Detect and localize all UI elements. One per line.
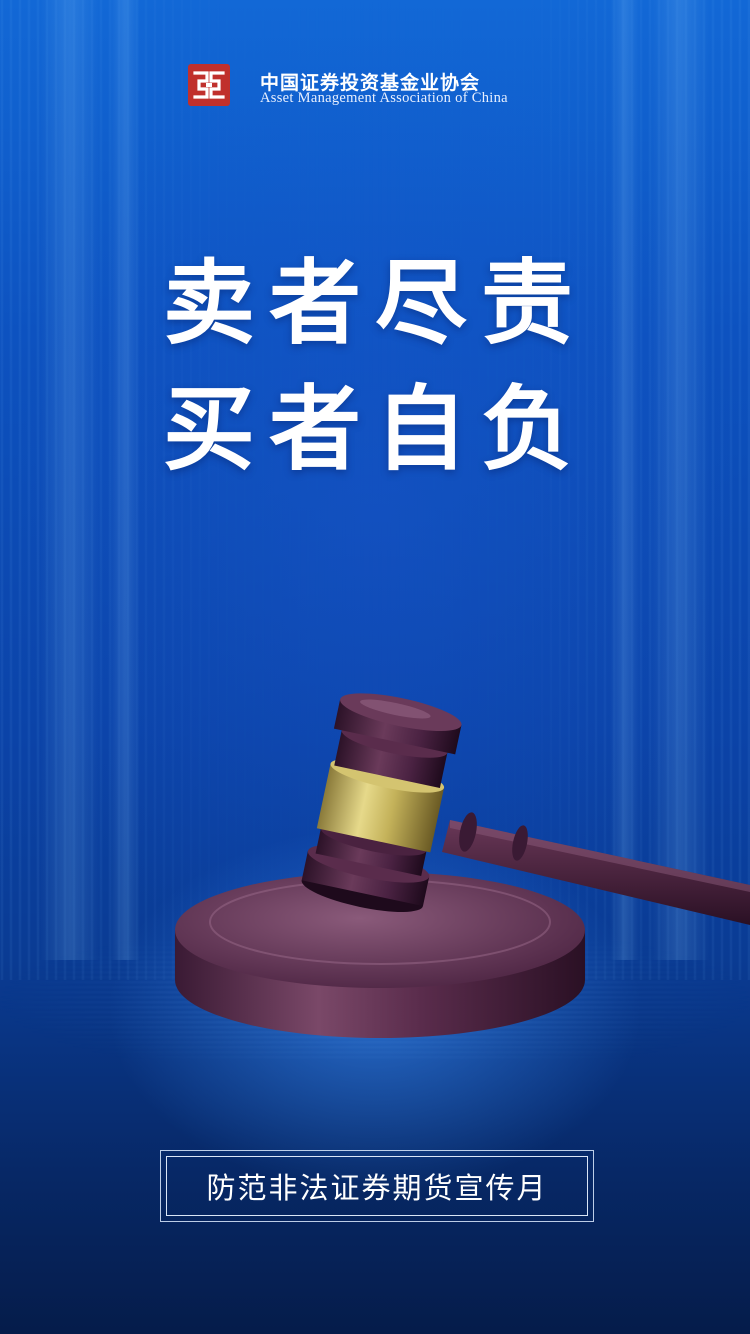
headline-line-1: 卖者尽责 [162, 250, 587, 357]
headline-line-2: 买者自负 [162, 376, 587, 483]
org-name-chinese: 中国证券投资基金业协会 [260, 72, 481, 94]
header: 中国证券投资基金业协会 Asset Management Association… [188, 64, 568, 108]
campaign-banner: 防范非法证券期货宣传月 [160, 1150, 594, 1222]
background-glow-left [40, 0, 100, 960]
amac-seal-logo-icon [188, 64, 230, 106]
campaign-banner-text: 防范非法证券期货宣传月 [206, 1171, 548, 1205]
background-glow-left-inner [110, 0, 140, 960]
background-glow-right-inner [610, 0, 640, 960]
background-glow-right [650, 0, 710, 960]
campaign-banner-inner-frame: 防范非法证券期货宣传月 [166, 1156, 588, 1216]
judge-gavel-icon [175, 693, 750, 1038]
org-name-english: Asset Management Association of China [260, 90, 508, 106]
